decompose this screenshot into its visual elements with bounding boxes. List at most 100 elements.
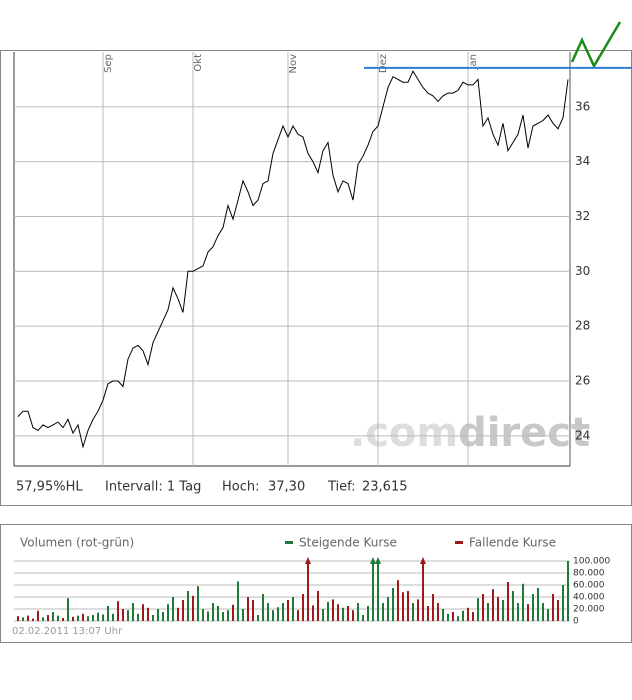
- volume-bar: [177, 607, 179, 621]
- volume-bar: [497, 597, 499, 621]
- volume-bar: [242, 609, 244, 621]
- info-interval: Intervall: 1 Tag: [105, 480, 201, 495]
- volume-bar: [322, 609, 324, 621]
- volume-bar: [417, 599, 419, 621]
- volume-bar: [292, 597, 294, 621]
- volume-bar: [302, 594, 304, 621]
- volume-bar: [482, 594, 484, 621]
- volume-bar: [127, 610, 129, 621]
- volume-bar: [27, 615, 29, 621]
- volume-bar: [332, 599, 334, 621]
- volume-bar: [472, 612, 474, 621]
- info-high-label: Hoch:: [222, 480, 260, 495]
- y-tick-label: 100.000: [573, 557, 610, 567]
- volume-bar: [522, 583, 524, 621]
- legend-swatch: [455, 541, 463, 544]
- volume-title: Volumen (rot-grün): [20, 536, 134, 550]
- volume-bar: [92, 615, 94, 621]
- volume-bar: [82, 613, 84, 621]
- volume-bar: [287, 600, 289, 621]
- volume-bar: [387, 597, 389, 621]
- price-line: [17, 70, 569, 449]
- volume-bar: [202, 609, 204, 621]
- volume-bar: [457, 616, 459, 621]
- watermark: .comdirect: [350, 410, 590, 456]
- volume-bar: [397, 580, 399, 621]
- y-tick-label: 32: [575, 209, 590, 223]
- y-tick-label: 26: [575, 374, 590, 388]
- volume-bar: [142, 604, 144, 621]
- volume-bar: [212, 603, 214, 621]
- timestamp: 02.02.2011 13:07 Uhr: [12, 626, 123, 637]
- volume-bar: [17, 616, 19, 621]
- volume-bar: [147, 607, 149, 621]
- x-tick-label: Okt: [193, 54, 204, 72]
- volume-bar: [207, 611, 209, 621]
- volume-bar: [557, 600, 559, 621]
- x-tick-label: Jan: [468, 54, 479, 70]
- watermark-b: direct: [458, 410, 590, 456]
- volume-bar: [297, 610, 299, 621]
- volume-bar: [102, 614, 104, 621]
- volume-bar: [132, 603, 134, 621]
- volume-bar: [537, 588, 539, 621]
- volume-bar: [237, 581, 239, 621]
- volume-bar: [467, 607, 469, 621]
- volume-bar: [547, 609, 549, 621]
- volume-bar: [562, 585, 564, 621]
- volume-bar: [252, 600, 254, 621]
- volume-bar: [517, 603, 519, 621]
- volume-bar: [152, 615, 154, 621]
- volume-bar: [197, 586, 199, 621]
- volume-bar: [512, 591, 514, 621]
- volume-bar: [282, 603, 284, 621]
- volume-bar: [52, 612, 54, 621]
- volume-bar: [272, 610, 274, 621]
- volume-bar: [157, 609, 159, 621]
- volume-bar: [42, 617, 44, 621]
- volume-bar: [72, 616, 74, 621]
- volume-bar: [267, 603, 269, 621]
- volume-bar: [162, 612, 164, 621]
- volume-bar: [307, 559, 309, 621]
- volume-bar: [77, 615, 79, 621]
- info-high: 37,30: [268, 480, 305, 495]
- volume-bar: [502, 600, 504, 621]
- y-tick-label: 30: [575, 264, 590, 278]
- y-tick-label: 20.000: [573, 605, 605, 615]
- volume-bar: [232, 604, 234, 621]
- info-low: 23,615: [362, 480, 408, 495]
- x-tick-label: Sep: [103, 54, 114, 73]
- legend-swatch: [285, 541, 293, 544]
- volume-bar: [487, 603, 489, 621]
- y-tick-label: 24: [575, 428, 590, 442]
- volume-bar: [262, 594, 264, 621]
- legend-label: Fallende Kurse: [469, 536, 556, 550]
- volume-bar: [247, 597, 249, 621]
- volume-bar: [352, 610, 354, 621]
- volume-bar: [327, 601, 329, 621]
- volume-bar: [87, 616, 89, 621]
- volume-bar: [107, 606, 109, 621]
- volume-bar: [412, 603, 414, 621]
- volume-bar: [342, 607, 344, 621]
- volume-bar: [507, 582, 509, 621]
- volume-bar: [477, 598, 479, 621]
- volume-bar: [317, 591, 319, 621]
- x-tick-label: Nov: [288, 54, 299, 74]
- volume-bar: [37, 610, 39, 621]
- volume-bar: [442, 609, 444, 621]
- volume-bar: [542, 603, 544, 621]
- overflow-arrow: [370, 557, 376, 564]
- y-tick-label: 60.000: [573, 581, 605, 591]
- y-tick-label: 80.000: [573, 569, 605, 579]
- volume-bar: [392, 588, 394, 621]
- volume-bar: [217, 606, 219, 621]
- y-tick-label: 34: [575, 154, 590, 168]
- volume-bar: [337, 604, 339, 621]
- volume-bar: [22, 617, 24, 621]
- volume-bar: [192, 595, 194, 621]
- volume-bar: [277, 607, 279, 621]
- volume-bar: [432, 594, 434, 621]
